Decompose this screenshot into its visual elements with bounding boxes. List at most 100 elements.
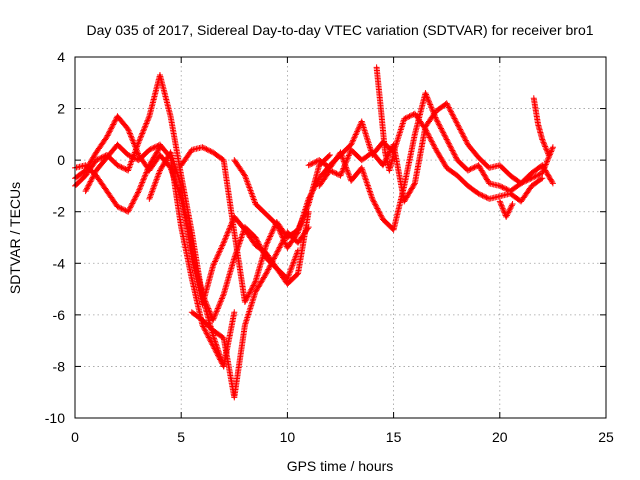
data-point [119, 206, 126, 213]
data-point [150, 183, 157, 190]
data-point [127, 204, 134, 211]
data-point [147, 192, 154, 199]
data-point [446, 142, 453, 149]
data-point [249, 192, 256, 199]
data-point [447, 107, 454, 114]
data-point [135, 188, 142, 195]
data-point [292, 254, 299, 261]
data-point [367, 189, 374, 196]
data-point [217, 298, 224, 305]
data-point [498, 202, 505, 209]
data-point [121, 206, 128, 213]
data-point [540, 139, 547, 146]
data-point [289, 260, 296, 267]
data-point [443, 136, 450, 143]
data-point [135, 189, 142, 196]
data-point [213, 308, 220, 315]
data-point [115, 204, 122, 211]
data-point [337, 172, 344, 179]
data-point [358, 164, 365, 171]
data-point [82, 188, 89, 195]
data-point [132, 146, 139, 153]
data-point [222, 235, 229, 242]
data-point [239, 231, 246, 238]
data-point [423, 92, 430, 99]
data-point [247, 187, 254, 194]
data-point [365, 185, 372, 192]
data-point [83, 186, 90, 193]
data-point [500, 184, 507, 191]
data-point [273, 221, 280, 228]
data-point [211, 314, 218, 321]
data-point [225, 226, 232, 233]
data-point [288, 263, 295, 270]
data-point [210, 333, 217, 340]
data-point [214, 351, 221, 358]
data-point [387, 147, 394, 154]
data-point [456, 125, 463, 132]
data-point [305, 195, 312, 202]
data-point [366, 186, 373, 193]
data-point [533, 172, 540, 179]
series-track-e [146, 149, 312, 308]
data-point [366, 188, 373, 195]
data-point [155, 171, 162, 178]
data-point [216, 355, 223, 362]
data-point [218, 359, 225, 366]
data-point [376, 209, 383, 216]
data-point [276, 244, 283, 251]
data-point [127, 161, 134, 168]
data-point [221, 238, 228, 245]
data-point [201, 326, 208, 333]
data-point [265, 237, 272, 244]
data-point [367, 191, 374, 198]
data-point [211, 345, 218, 352]
data-point [217, 356, 224, 363]
data-point [137, 134, 144, 141]
data-point [220, 292, 227, 299]
data-point [142, 172, 149, 179]
data-point [549, 144, 556, 151]
data-point [132, 193, 139, 200]
data-point [457, 126, 464, 133]
data-point [350, 137, 357, 144]
data-point [244, 180, 251, 187]
data-point [444, 101, 451, 108]
data-point [126, 129, 133, 136]
data-point [148, 189, 155, 196]
data-point [138, 182, 145, 189]
data-point [482, 193, 489, 200]
x-axis-label: GPS time / hours [287, 458, 394, 474]
data-point [88, 177, 95, 184]
data-point [428, 105, 435, 112]
data-point [447, 108, 454, 115]
data-point [542, 144, 549, 151]
data-point [253, 235, 260, 242]
data-point [424, 95, 431, 102]
data-point [211, 312, 218, 319]
data-point [364, 181, 371, 188]
data-point [286, 269, 293, 276]
data-point [220, 239, 227, 246]
data-point [106, 128, 113, 135]
data-point [247, 287, 254, 294]
data-point [500, 208, 507, 215]
data-point [143, 120, 150, 127]
data-point [249, 193, 256, 200]
data-point [86, 181, 93, 188]
data-point [212, 346, 219, 353]
y-axis-label: SDTVAR / TECUs [7, 182, 23, 294]
data-point [483, 194, 490, 201]
data-point [353, 130, 360, 137]
data-point [440, 129, 447, 136]
y-tick-label: -2 [53, 204, 66, 220]
data-point [428, 104, 435, 111]
data-point [531, 173, 538, 180]
data-point [139, 179, 146, 186]
data-point [154, 173, 161, 180]
data-point [202, 145, 209, 152]
data-point [268, 230, 275, 237]
data-point [127, 153, 134, 160]
grid [75, 57, 606, 418]
y-tick-label: -10 [45, 410, 65, 426]
